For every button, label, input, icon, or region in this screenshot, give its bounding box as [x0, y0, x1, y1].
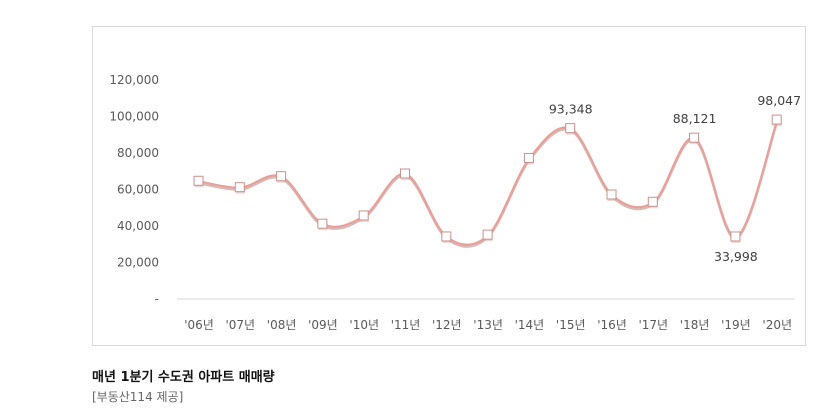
line-chart: - 20,000 40,000 60,000 80,000 100,000 120,000 '… — [109, 73, 801, 332]
data-point — [689, 132, 700, 143]
data-point — [730, 231, 741, 242]
data-label: 33,998 — [714, 249, 758, 264]
x-tick-label: '14년 — [515, 318, 545, 332]
x-tick-label: '07년 — [225, 318, 255, 332]
data-point — [317, 218, 328, 229]
x-tick-label: '08년 — [267, 318, 297, 332]
x-tick-label: '09년 — [308, 318, 338, 332]
data-point — [234, 182, 245, 193]
x-tick-label: '06년 — [184, 318, 214, 332]
data-point — [358, 210, 369, 221]
y-tick-label: 100,000 — [109, 110, 159, 124]
y-tick-label: 20,000 — [117, 256, 159, 270]
data-label: 88,121 — [673, 111, 717, 126]
data-point — [565, 123, 576, 134]
x-tick-label: '13년 — [473, 318, 503, 332]
data-point — [606, 189, 617, 200]
data-point — [400, 168, 410, 179]
chart-source: [부동산114 제공] — [92, 390, 184, 404]
x-tick-label: '11년 — [391, 318, 421, 332]
data-point — [523, 152, 534, 163]
x-tick-label: '10년 — [349, 318, 379, 332]
y-tick-label: 120,000 — [109, 73, 159, 87]
data-point — [771, 114, 782, 125]
y-tick-label: 80,000 — [117, 146, 159, 160]
data-label: 98,047 — [757, 93, 801, 108]
data-label: 93,348 — [549, 102, 593, 117]
data-point — [482, 229, 493, 240]
x-tick-label: '15년 — [556, 318, 586, 332]
data-point — [193, 175, 204, 186]
x-tick-label: '19년 — [721, 318, 751, 332]
y-tick-label: - — [155, 292, 159, 306]
x-tick-label: '20년 — [762, 318, 792, 332]
chart-caption-title: 매년 1분기 수도권 아파트 매매량 — [92, 370, 275, 385]
y-tick-label: 60,000 — [117, 183, 159, 197]
x-tick-label: '17년 — [638, 318, 668, 332]
x-tick-label: '18년 — [680, 318, 710, 332]
data-point — [441, 231, 452, 242]
x-tick-label: '16년 — [597, 318, 627, 332]
chart-frame: - 20,000 40,000 60,000 80,000 100,000 120,000 '… — [92, 26, 806, 346]
data-point — [647, 196, 658, 207]
x-tick-label: '12년 — [432, 318, 462, 332]
data-point — [276, 171, 287, 182]
y-tick-label: 40,000 — [117, 219, 159, 233]
